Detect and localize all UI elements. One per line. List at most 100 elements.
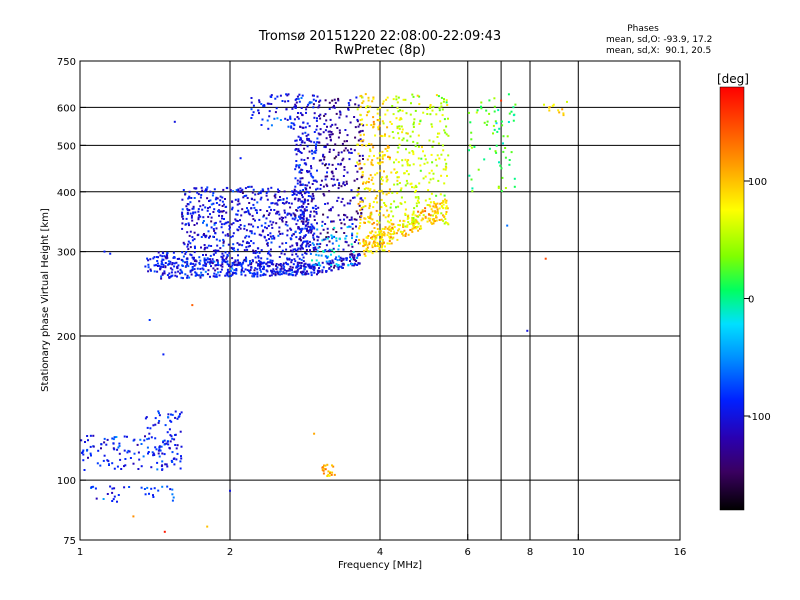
data-point bbox=[319, 187, 322, 190]
data-point bbox=[270, 186, 273, 189]
data-point bbox=[199, 215, 202, 218]
data-point bbox=[227, 234, 230, 237]
data-point bbox=[412, 218, 415, 221]
data-point bbox=[242, 196, 245, 199]
data-point bbox=[422, 111, 425, 114]
data-point bbox=[220, 226, 223, 229]
data-point bbox=[169, 488, 172, 491]
data-point bbox=[245, 258, 248, 261]
data-point bbox=[352, 256, 355, 259]
data-point bbox=[232, 222, 235, 225]
data-point bbox=[181, 198, 184, 201]
data-point bbox=[311, 152, 314, 155]
data-point bbox=[311, 192, 314, 195]
data-point bbox=[428, 181, 431, 184]
data-point bbox=[548, 109, 551, 112]
data-point bbox=[467, 111, 470, 114]
data-point bbox=[420, 219, 423, 222]
data-point bbox=[495, 151, 498, 154]
data-point bbox=[320, 159, 323, 162]
data-point bbox=[294, 214, 297, 217]
data-point bbox=[106, 493, 109, 495]
data-point bbox=[273, 209, 276, 211]
data-point bbox=[241, 262, 244, 265]
data-point bbox=[236, 213, 239, 216]
data-point bbox=[213, 272, 216, 275]
data-point bbox=[445, 213, 448, 215]
data-point bbox=[305, 108, 308, 111]
data-point bbox=[111, 491, 114, 494]
data-point bbox=[470, 131, 473, 134]
data-point bbox=[287, 93, 290, 96]
data-point bbox=[286, 224, 289, 227]
data-point bbox=[388, 240, 391, 242]
data-point bbox=[136, 443, 139, 446]
data-point bbox=[189, 270, 192, 273]
data-point bbox=[278, 263, 280, 266]
data-point bbox=[222, 254, 225, 257]
y-tick-label: 75 bbox=[63, 536, 76, 547]
data-point bbox=[173, 463, 176, 466]
data-point bbox=[331, 106, 334, 109]
data-point bbox=[318, 159, 321, 162]
data-point bbox=[250, 223, 253, 226]
data-point bbox=[181, 222, 184, 225]
data-point bbox=[163, 272, 166, 275]
data-point bbox=[312, 157, 315, 159]
data-point bbox=[301, 177, 304, 180]
data-point bbox=[412, 126, 415, 128]
data-point bbox=[416, 142, 419, 145]
data-point bbox=[231, 262, 234, 264]
data-point bbox=[148, 492, 150, 495]
data-point bbox=[307, 181, 310, 184]
data-point bbox=[370, 179, 373, 182]
data-point bbox=[438, 107, 441, 109]
data-point bbox=[257, 255, 260, 258]
data-point bbox=[182, 217, 185, 220]
data-point bbox=[367, 250, 370, 253]
data-point bbox=[426, 108, 429, 111]
data-point bbox=[307, 221, 310, 224]
data-point bbox=[496, 130, 499, 133]
data-point bbox=[123, 449, 126, 452]
data-point bbox=[253, 232, 256, 235]
data-point bbox=[180, 455, 182, 458]
data-point bbox=[386, 146, 389, 149]
data-point bbox=[279, 268, 282, 271]
data-point bbox=[265, 192, 268, 194]
data-point bbox=[381, 176, 384, 179]
data-point bbox=[285, 262, 288, 265]
data-point bbox=[324, 464, 327, 467]
data-point bbox=[299, 267, 302, 269]
data-point bbox=[372, 97, 375, 100]
data-point bbox=[157, 489, 160, 492]
data-point bbox=[424, 207, 427, 210]
data-point bbox=[179, 460, 182, 463]
data-point bbox=[299, 151, 302, 153]
data-point bbox=[513, 185, 516, 188]
data-point bbox=[386, 242, 389, 245]
data-point bbox=[154, 417, 157, 420]
data-point bbox=[215, 238, 218, 241]
data-point bbox=[363, 188, 366, 191]
data-point bbox=[160, 445, 163, 448]
data-point bbox=[262, 215, 265, 218]
data-point bbox=[260, 249, 263, 252]
data-point bbox=[365, 187, 368, 190]
data-point bbox=[188, 195, 191, 198]
data-point bbox=[412, 210, 415, 213]
data-point bbox=[256, 211, 258, 214]
data-point bbox=[414, 196, 417, 199]
data-point bbox=[176, 258, 179, 260]
data-point bbox=[302, 218, 305, 221]
data-point bbox=[187, 248, 190, 251]
data-point bbox=[313, 112, 316, 115]
data-point bbox=[370, 236, 373, 239]
data-point bbox=[313, 210, 316, 213]
data-point bbox=[289, 115, 292, 118]
data-point bbox=[325, 183, 328, 186]
data-point bbox=[260, 190, 263, 193]
data-point bbox=[268, 102, 271, 105]
data-point bbox=[187, 203, 190, 206]
data-point bbox=[229, 270, 232, 273]
